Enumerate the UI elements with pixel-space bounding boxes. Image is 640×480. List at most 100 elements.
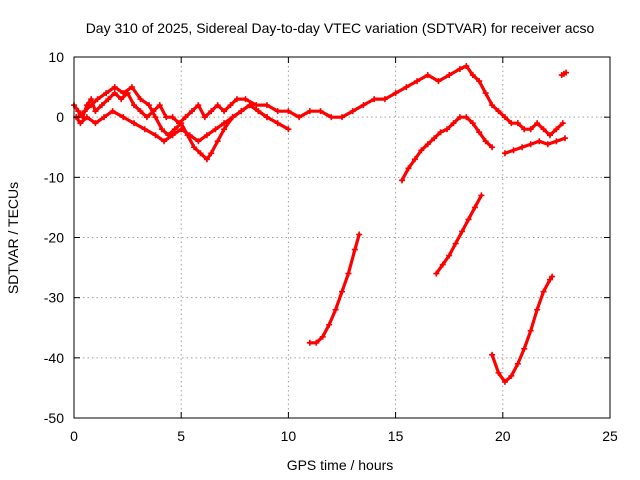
data-point	[285, 108, 292, 115]
y-axis-title: SDTVAR / TECUs	[5, 182, 21, 294]
data-point	[411, 156, 418, 163]
data-point	[381, 96, 388, 103]
data-point	[83, 114, 90, 121]
data-point	[469, 120, 476, 127]
data-point	[214, 102, 221, 109]
data-point	[313, 339, 320, 346]
data-point	[360, 102, 367, 109]
data-point	[152, 114, 159, 121]
data-point	[521, 345, 528, 352]
data-point	[339, 114, 345, 121]
data-point	[489, 102, 496, 109]
y-tick-label: -20	[44, 230, 64, 246]
data-point	[563, 69, 570, 76]
y-tick-label: 10	[48, 49, 64, 65]
data-point	[433, 270, 440, 277]
data-point	[161, 138, 168, 145]
data-point	[182, 114, 189, 121]
data-point	[339, 288, 345, 295]
data-point	[549, 273, 556, 280]
data-point	[178, 120, 185, 127]
data-point	[238, 108, 245, 115]
data-point	[446, 72, 453, 79]
data-point	[508, 120, 515, 127]
data-point	[456, 66, 463, 73]
data-point	[317, 108, 324, 115]
data-point	[131, 120, 138, 127]
data-point	[296, 114, 303, 121]
data-point	[137, 96, 144, 103]
x-tick-label: 0	[70, 428, 78, 444]
data-point	[424, 141, 431, 148]
data-point	[197, 150, 204, 157]
data-point	[514, 120, 521, 127]
data-point	[553, 138, 560, 145]
x-axis-title: GPS time / hours	[287, 457, 394, 473]
data-point	[476, 78, 483, 85]
data-point	[203, 156, 210, 163]
data-point	[191, 144, 198, 151]
data-point	[561, 135, 568, 142]
x-tick-label: 10	[281, 428, 297, 444]
data-point	[253, 102, 260, 109]
data-point	[221, 126, 228, 133]
data-point	[201, 114, 208, 121]
data-point	[171, 126, 178, 133]
data-point	[242, 96, 249, 103]
series-track-c	[73, 102, 292, 145]
data-point	[356, 231, 363, 238]
y-tick-label: -40	[44, 350, 64, 366]
plot-frame	[73, 56, 611, 419]
data-point	[519, 144, 526, 151]
y-tick-label: -30	[44, 290, 64, 306]
data-point	[120, 90, 127, 97]
y-tick-label: 0	[56, 109, 64, 125]
data-point	[77, 120, 84, 127]
data-point	[439, 261, 446, 268]
data-point	[178, 126, 185, 133]
data-point	[521, 126, 528, 133]
data-point	[489, 351, 496, 358]
data-point	[435, 78, 442, 85]
data-point	[471, 204, 478, 211]
data-point	[326, 321, 333, 328]
x-tick-label: 15	[388, 428, 404, 444]
data-point	[459, 228, 466, 235]
data-point	[306, 108, 313, 115]
series-track-i	[558, 69, 570, 79]
y-tick-label: -50	[44, 410, 64, 426]
x-tick-label: 5	[177, 428, 185, 444]
data-point	[452, 240, 459, 247]
data-point	[255, 108, 262, 115]
data-point	[536, 138, 543, 145]
data-point	[405, 165, 412, 172]
data-point	[544, 141, 551, 148]
data-point	[212, 126, 219, 133]
data-point	[495, 108, 502, 115]
data-point	[118, 96, 125, 103]
data-point	[527, 141, 534, 148]
data-point	[469, 72, 476, 79]
data-point	[169, 132, 176, 139]
series-track-a	[71, 63, 566, 139]
data-point	[332, 306, 339, 313]
data-point	[227, 102, 234, 109]
data-point	[553, 126, 560, 133]
data-point	[534, 306, 541, 313]
data-point	[111, 90, 118, 97]
data-point	[399, 177, 406, 184]
data-point	[156, 102, 163, 109]
data-point	[274, 108, 281, 115]
data-point	[540, 288, 547, 295]
data-point	[141, 126, 148, 133]
data-point	[392, 90, 399, 97]
data-point	[221, 108, 228, 115]
data-point	[285, 126, 292, 133]
data-point	[431, 135, 438, 142]
data-point	[233, 96, 240, 103]
data-point	[349, 108, 356, 115]
data-point	[371, 96, 378, 103]
data-point	[246, 102, 253, 109]
data-point	[146, 102, 153, 109]
